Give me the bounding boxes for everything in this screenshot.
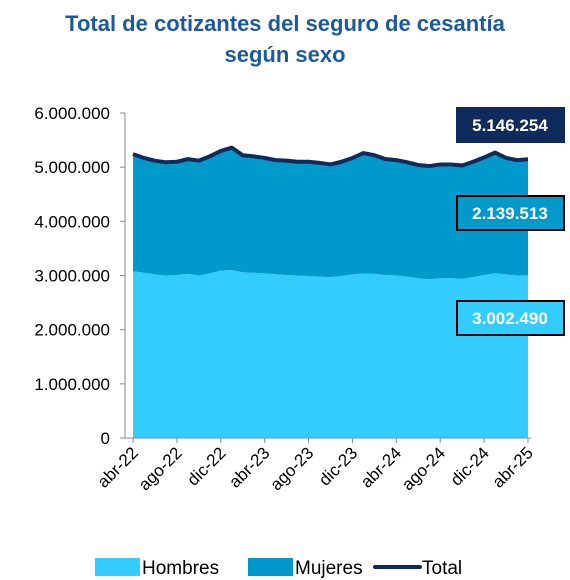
y-tick-label: 4.000.000: [34, 212, 110, 231]
value-label: 2.139.513: [472, 204, 548, 223]
x-tick-label: dic-22: [183, 443, 229, 489]
area-hombres: [133, 270, 528, 438]
y-tick-label: 0: [101, 429, 110, 448]
x-tick-label: abr-24: [357, 443, 405, 491]
area-mujeres: [133, 147, 528, 280]
value-label-box: [456, 107, 565, 143]
total-line: [132, 145, 529, 169]
x-tick-label: dic-24: [447, 443, 493, 489]
y-tick-label: 6.000.000: [34, 104, 110, 123]
x-tick-label: dic-23: [315, 443, 361, 489]
legend-label: Mujeres: [295, 558, 363, 579]
legend-swatch: [95, 558, 140, 576]
y-tick-label: 3.000.000: [34, 267, 110, 286]
value-label-box: [456, 300, 565, 336]
legend-swatch: [248, 558, 293, 576]
value-label: 5.146.254: [472, 116, 548, 135]
value-label-box: [456, 195, 565, 231]
y-tick-label: 1.000.000: [34, 375, 110, 394]
x-tick-label: abr-23: [225, 443, 273, 491]
x-tick-label: abr-22: [94, 443, 142, 491]
x-tick-label: ago-23: [267, 443, 318, 494]
value-label: 3.002.490: [472, 309, 548, 328]
chart-title: Total de cotizantes del seguro de cesant…: [65, 11, 505, 67]
x-tick-label: ago-24: [398, 443, 449, 494]
legend-label: Hombres: [142, 558, 219, 579]
legend-label: Total: [422, 558, 462, 579]
x-tick-label: ago-22: [135, 443, 186, 494]
x-tick-label: abr-25: [489, 443, 537, 491]
y-tick-label: 2.000.000: [34, 321, 110, 340]
y-tick-label: 5.000.000: [34, 158, 110, 177]
